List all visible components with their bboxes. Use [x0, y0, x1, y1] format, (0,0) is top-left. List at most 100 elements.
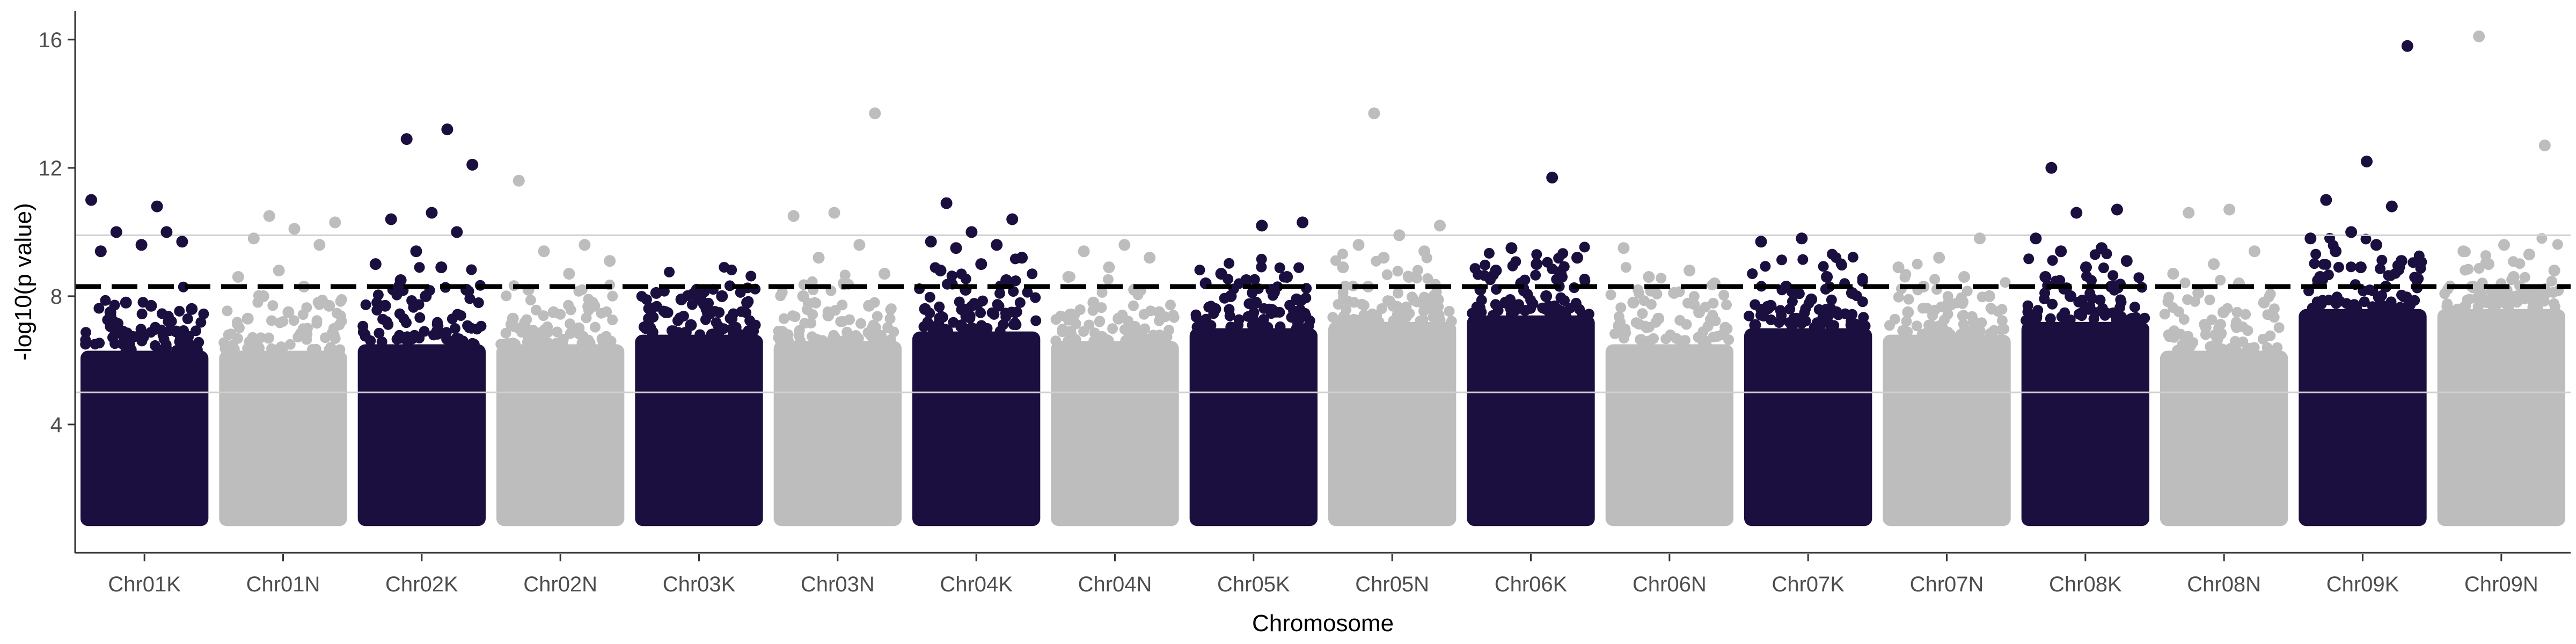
point — [991, 239, 1003, 251]
point — [1256, 219, 1268, 232]
point — [588, 299, 601, 312]
dense-band-Chr09K — [2299, 309, 2427, 526]
fringe-Chr07K — [1744, 248, 1871, 333]
point — [1291, 293, 1302, 305]
point — [2070, 207, 2083, 219]
point — [2314, 271, 2326, 283]
point — [329, 216, 341, 229]
point — [176, 236, 188, 248]
fringe-Chr05N — [1327, 248, 1457, 327]
x-tick-label: Chr09K — [2326, 573, 2399, 596]
point — [741, 296, 753, 309]
point — [2030, 232, 2042, 245]
x-tick-label: Chr01K — [108, 573, 181, 596]
point — [547, 306, 560, 318]
x-tick-label: Chr08K — [2049, 573, 2122, 596]
point — [2105, 281, 2117, 292]
x-tick-label: Chr05K — [1217, 573, 1290, 596]
x-tick-label: Chr03N — [801, 573, 875, 596]
dense-points-layer — [80, 233, 2565, 526]
dense-band-Chr07K — [1744, 328, 1872, 526]
point — [2039, 271, 2052, 283]
point — [853, 239, 866, 251]
point — [1749, 319, 1761, 331]
point — [2507, 271, 2520, 283]
point — [1967, 316, 1980, 328]
point — [1403, 271, 1415, 283]
point — [950, 242, 962, 254]
point — [2045, 162, 2058, 174]
point — [94, 245, 107, 258]
point — [2401, 40, 2413, 52]
point — [420, 290, 432, 302]
dense-band-Chr03K — [635, 334, 763, 526]
point — [1006, 213, 1019, 225]
point — [1805, 293, 1818, 305]
point — [1974, 232, 1986, 245]
point — [2457, 245, 2470, 258]
point — [2167, 268, 2179, 280]
point — [716, 290, 728, 302]
point — [1062, 271, 1074, 283]
x-axis-title: Chromosome — [1252, 610, 1394, 636]
x-tick-label: Chr01N — [246, 573, 320, 596]
point — [2320, 194, 2332, 206]
point — [1393, 229, 1406, 241]
point — [1078, 245, 1090, 258]
point — [2370, 239, 2382, 251]
dense-band-Chr02N — [496, 344, 625, 526]
x-tick-label: Chr05N — [1355, 573, 1429, 596]
dense-band-Chr03N — [773, 341, 902, 526]
point — [1693, 306, 1705, 318]
point — [2304, 232, 2317, 245]
point — [975, 258, 987, 270]
point — [1668, 287, 1680, 299]
point — [170, 325, 182, 338]
point — [1153, 306, 1165, 318]
point — [1297, 216, 1309, 229]
point — [2330, 245, 2342, 258]
point — [151, 200, 163, 213]
x-tick-label: Chr03K — [663, 573, 736, 596]
point — [965, 226, 978, 238]
point — [1765, 299, 1777, 312]
point — [573, 322, 585, 334]
dense-band-Chr06K — [1467, 315, 1595, 526]
x-tick-label: Chr02N — [523, 573, 597, 596]
point — [1387, 299, 1400, 312]
point — [1618, 242, 1630, 254]
x-tick-label: Chr08N — [2187, 573, 2261, 596]
y-tick-label: 16 — [39, 28, 63, 52]
fringe-Chr06N — [1605, 262, 1735, 350]
point — [400, 133, 413, 145]
point — [2120, 255, 2133, 267]
x-tick-label: Chr04N — [1078, 573, 1152, 596]
y-axis-ticks: 4 8 12 16 — [39, 28, 75, 437]
point — [2055, 245, 2067, 258]
point — [288, 223, 301, 235]
point — [604, 255, 616, 267]
fringe-Chr02K — [357, 262, 487, 350]
point — [1933, 252, 1945, 264]
point — [919, 303, 931, 315]
point — [241, 312, 254, 325]
point — [1821, 271, 1833, 283]
point — [1281, 271, 1293, 283]
point — [120, 296, 132, 309]
x-tick-label: Chr07K — [1772, 573, 1845, 596]
y-axis-title: -log10(p value) — [10, 203, 36, 361]
dense-band-Chr07N — [1883, 334, 2011, 526]
point — [247, 232, 260, 245]
point — [822, 309, 835, 321]
point — [1958, 271, 1970, 283]
dense-band-Chr08K — [2021, 321, 2149, 526]
point — [2258, 296, 2270, 309]
x-tick-label: Chr06N — [1633, 573, 1707, 596]
point — [1505, 242, 1518, 254]
point — [313, 239, 326, 251]
fringe-Chr01K — [80, 281, 209, 356]
point — [726, 312, 738, 325]
point — [2473, 30, 2485, 42]
point — [1627, 296, 1640, 309]
